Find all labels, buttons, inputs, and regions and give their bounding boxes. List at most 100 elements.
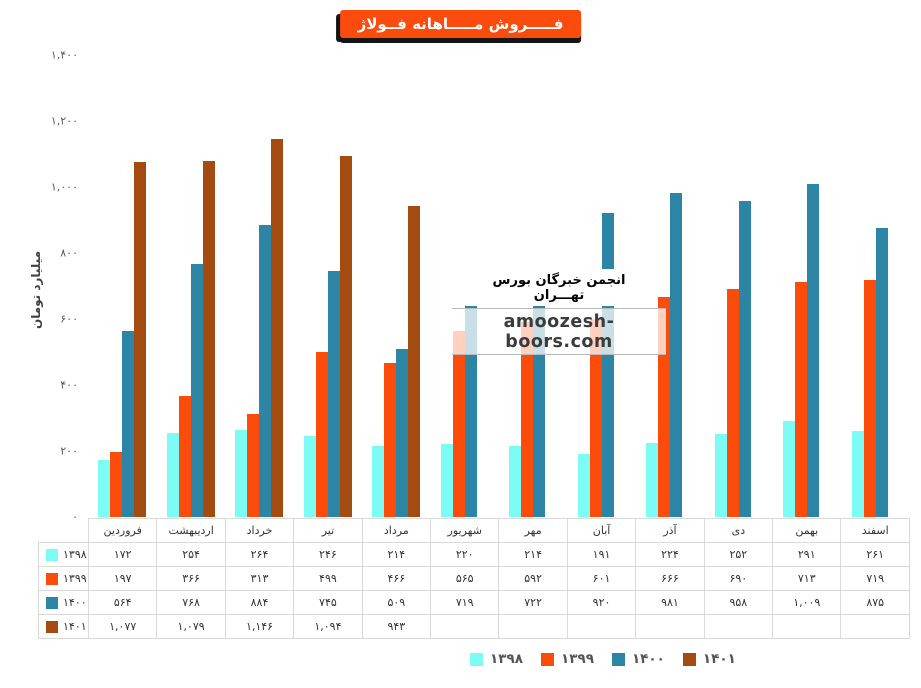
bar-series-۱۴۰۰ <box>670 193 683 517</box>
table-value-cell: ۱۹۱ <box>566 542 637 567</box>
table-value-cell: ۶۹۰ <box>703 566 774 591</box>
table-value-cell: ۹۵۸ <box>703 590 774 615</box>
legend-label: ۱۳۹۸ <box>490 651 523 667</box>
table-month-header: مهر <box>498 518 568 543</box>
table-month-header: دی <box>703 518 774 543</box>
bar-series-۱۳۹۸ <box>98 460 111 517</box>
table-value-cell: ۲۵۲ <box>703 542 774 567</box>
bar-series-۱۴۰۰ <box>601 213 614 517</box>
table-month-header: تیر <box>293 518 363 543</box>
table-value-cell: ۹۸۱ <box>635 590 705 615</box>
table-value-cell: ۵۹۲ <box>498 566 568 591</box>
bar-series-۱۳۹۹ <box>521 322 534 517</box>
bar-series-۱۳۹۹ <box>452 331 465 517</box>
table-year-label-cell: ۱۳۹۹ <box>38 566 89 591</box>
bar-series-۱۳۹۹ <box>247 414 260 517</box>
series-year-label: ۱۳۹۹ <box>63 572 87 585</box>
chart-title: فـــــروش مـــــاهانه فــولاژ <box>339 10 582 38</box>
bar-group <box>88 55 157 517</box>
bar-series-۱۴۰۱ <box>134 162 147 517</box>
legend-item: ۱۳۹۹ <box>540 651 594 667</box>
series-swatch-icon <box>46 596 58 609</box>
bar-group <box>636 55 705 517</box>
bar-series-۱۳۹۸ <box>646 443 659 517</box>
table-value-cell: ۱,۱۴۶ <box>224 614 295 639</box>
bar-series-۱۴۰۰ <box>875 228 888 517</box>
table-year-label-cell: ۱۳۹۸ <box>38 542 89 567</box>
bar-series-۱۴۰۱ <box>339 156 352 517</box>
y-tick-label: ۰ <box>72 510 78 524</box>
bar-series-۱۳۹۹ <box>726 289 739 517</box>
legend-item: ۱۴۰۱ <box>682 651 736 667</box>
table-value-cell: ۲۱۴ <box>361 542 432 567</box>
bar-group <box>157 55 226 517</box>
table-month-header: آبان <box>566 518 637 543</box>
legend-swatch-icon <box>611 652 625 666</box>
series-year-label: ۱۴۰۱ <box>63 620 87 633</box>
bar-series-۱۴۰۱ <box>202 161 215 517</box>
watermark-url-text: amoozesh-boors.com <box>452 308 666 355</box>
bar-series-۱۳۹۹ <box>110 452 123 517</box>
table-month-header: خرداد <box>224 518 295 543</box>
bar-series-۱۳۹۸ <box>509 446 522 517</box>
table-month-header: اسفند <box>840 518 910 543</box>
table-value-cell <box>498 614 568 639</box>
table-month-header: مرداد <box>361 518 432 543</box>
watermark-org-text: انجمن خبرگان بورس تهـــران <box>462 269 656 306</box>
table-value-cell <box>635 614 705 639</box>
table-value-cell: ۶۶۶ <box>635 566 705 591</box>
bar-series-۱۳۹۸ <box>235 430 248 517</box>
table-value-cell: ۴۶۶ <box>361 566 432 591</box>
table-value-cell: ۲۵۴ <box>156 542 226 567</box>
table-value-cell: ۱,۰۹۴ <box>293 614 363 639</box>
bar-group <box>773 55 842 517</box>
bar-series-۱۴۰۰ <box>327 271 340 517</box>
table-corner-cell <box>39 519 89 543</box>
table-value-cell: ۵۶۴ <box>87 590 158 615</box>
table-month-header: بهمن <box>772 518 842 543</box>
bar-series-۱۴۰۰ <box>396 349 409 517</box>
legend-label: ۱۴۰۰ <box>631 651 665 667</box>
y-tick-label: ۴۰۰ <box>60 378 78 392</box>
table-row: ۱۴۰۰ ۵۶۴ ۷۶۸ ۸۸۴ ۷۴۵ ۵۰۹ ۷۱۹ ۷۲۲ ۹۲۰ ۹۸۱ ۹۵۸ ۱,۰۰۹ ۸… <box>38 590 910 615</box>
table-month-header: اردیبهشت <box>156 518 226 543</box>
table-year-label-cell: ۱۴۰۱ <box>38 614 89 639</box>
table-value-cell: ۸۷۵ <box>840 590 910 615</box>
table-value-cell: ۲۹۱ <box>772 542 842 567</box>
legend-item: ۱۳۹۸ <box>470 651 523 667</box>
table-value-cell: ۲۶۴ <box>224 542 295 567</box>
y-tick-label: ۱,۴۰۰ <box>50 48 78 62</box>
table-value-cell: ۲۱۴ <box>498 542 568 567</box>
legend-swatch-icon <box>470 652 483 666</box>
bar-series-۱۳۹۹ <box>863 280 876 517</box>
table-month-header: آذر <box>635 518 705 543</box>
bar-series-۱۳۹۸ <box>303 436 316 517</box>
bar-series-۱۴۰۰ <box>122 331 135 517</box>
table-value-cell: ۶۰۱ <box>566 566 637 591</box>
bar-series-۱۳۹۸ <box>440 444 453 517</box>
table-value-cell: ۱۷۲ <box>87 542 158 567</box>
watermark: انجمن خبرگان بورس تهـــران amoozesh-boor… <box>452 269 666 355</box>
table-value-cell: ۳۶۶ <box>156 566 226 591</box>
table-value-cell: ۸۸۴ <box>224 590 295 615</box>
table-value-cell: ۵۶۵ <box>430 566 500 591</box>
bar-series-۱۳۹۹ <box>795 282 808 517</box>
table-value-cell: ۱۹۷ <box>87 566 158 591</box>
series-swatch-icon <box>46 548 58 561</box>
table-value-cell: ۲۲۰ <box>430 542 500 567</box>
legend-swatch-icon <box>540 652 554 666</box>
series-swatch-icon <box>46 620 58 633</box>
series-year-label: ۱۴۰۰ <box>63 596 87 609</box>
bar-series-۱۴۰۰ <box>190 264 203 517</box>
bar-series-۱۴۰۰ <box>807 184 820 517</box>
y-tick-label: ۲۰۰ <box>60 444 78 458</box>
table-value-cell: ۷۱۹ <box>840 566 910 591</box>
series-swatch-icon <box>46 572 58 585</box>
series-year-label: ۱۳۹۸ <box>63 548 87 561</box>
bar-series-۱۴۰۰ <box>259 225 272 517</box>
table-row: ۱۳۹۹ ۱۹۷ ۳۶۶ ۳۱۳ ۴۹۹ ۴۶۶ ۵۶۵ ۵۹۲ ۶۰۱ ۶۶۶ ۶۹۰ ۷۱۳ ۷۱۹ <box>38 566 910 591</box>
bar-series-۱۳۹۸ <box>577 454 590 517</box>
table-value-cell: ۲۶۱ <box>840 542 910 567</box>
table-value-cell: ۹۲۰ <box>566 590 637 615</box>
y-tick-label: ۱,۰۰۰ <box>50 180 78 194</box>
